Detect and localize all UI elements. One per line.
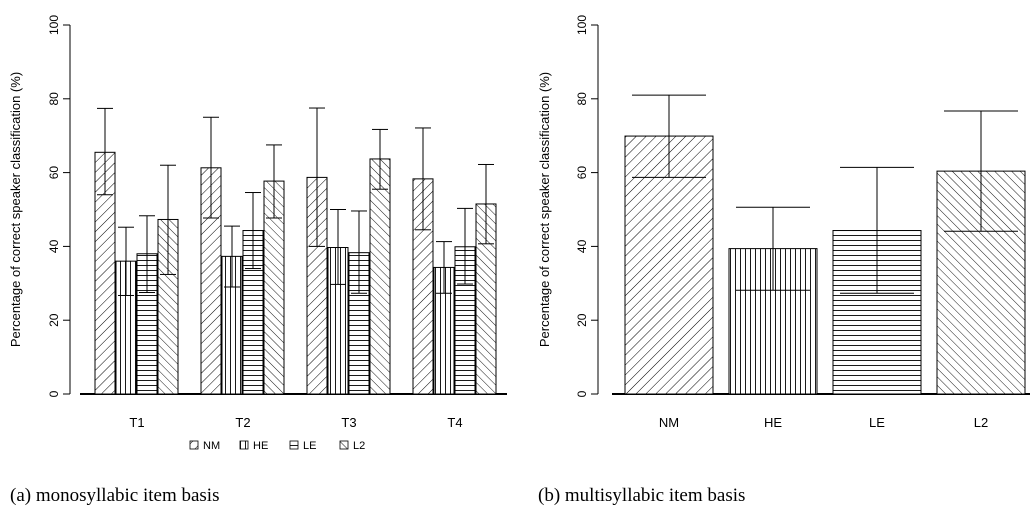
y-tick-label: 80 [575, 92, 589, 106]
y-tick-label: 0 [47, 390, 61, 397]
legend-label-l2: L2 [353, 440, 365, 452]
legend-swatch-nm [189, 440, 199, 450]
x-tick-label: T4 [447, 415, 462, 430]
y-tick-label: 80 [47, 92, 61, 106]
y-axis-label: Percentage of correct speaker classifica… [8, 72, 23, 347]
legend-label-he: HE [253, 440, 268, 452]
x-tick-label: HE [764, 415, 782, 430]
chart-panel-a: 0 20 40 60 80 100 Percentage of correct speake… [8, 15, 507, 452]
x-tick-label: T3 [341, 415, 356, 430]
y-tick-label: 100 [575, 15, 589, 35]
y-tick-label: 60 [47, 166, 61, 180]
chart-panel-b: 0 20 40 60 80 100 Percentage of correct speake… [537, 15, 1030, 430]
bar-nm [624, 135, 714, 395]
y-tick-label: 0 [575, 390, 589, 397]
y-tick-label: 40 [575, 239, 589, 253]
legend-label-nm: NM [203, 440, 220, 452]
y-axis-label: Percentage of correct speaker classifica… [537, 72, 552, 347]
legend-swatch-he [239, 440, 249, 450]
bar-l2 [369, 158, 391, 395]
caption-a: (a) monosyllabic item basis [10, 485, 220, 506]
y-tick-label: 100 [47, 15, 61, 35]
legend-swatch-l2 [339, 440, 349, 450]
caption-b: (b) multisyllabic item basis [538, 485, 746, 506]
y-tick-label: 20 [47, 313, 61, 327]
x-tick-label: T2 [235, 415, 250, 430]
x-tick-label: LE [869, 415, 885, 430]
legend-label-le: LE [303, 440, 316, 452]
y-tick-label: 20 [575, 313, 589, 327]
x-tick-label: NM [659, 415, 679, 430]
y-tick-label: 40 [47, 239, 61, 253]
x-tick-label: T1 [129, 415, 144, 430]
y-tick-label: 60 [575, 166, 589, 180]
x-tick-label: L2 [974, 415, 988, 430]
legend-swatch-le [289, 440, 299, 450]
